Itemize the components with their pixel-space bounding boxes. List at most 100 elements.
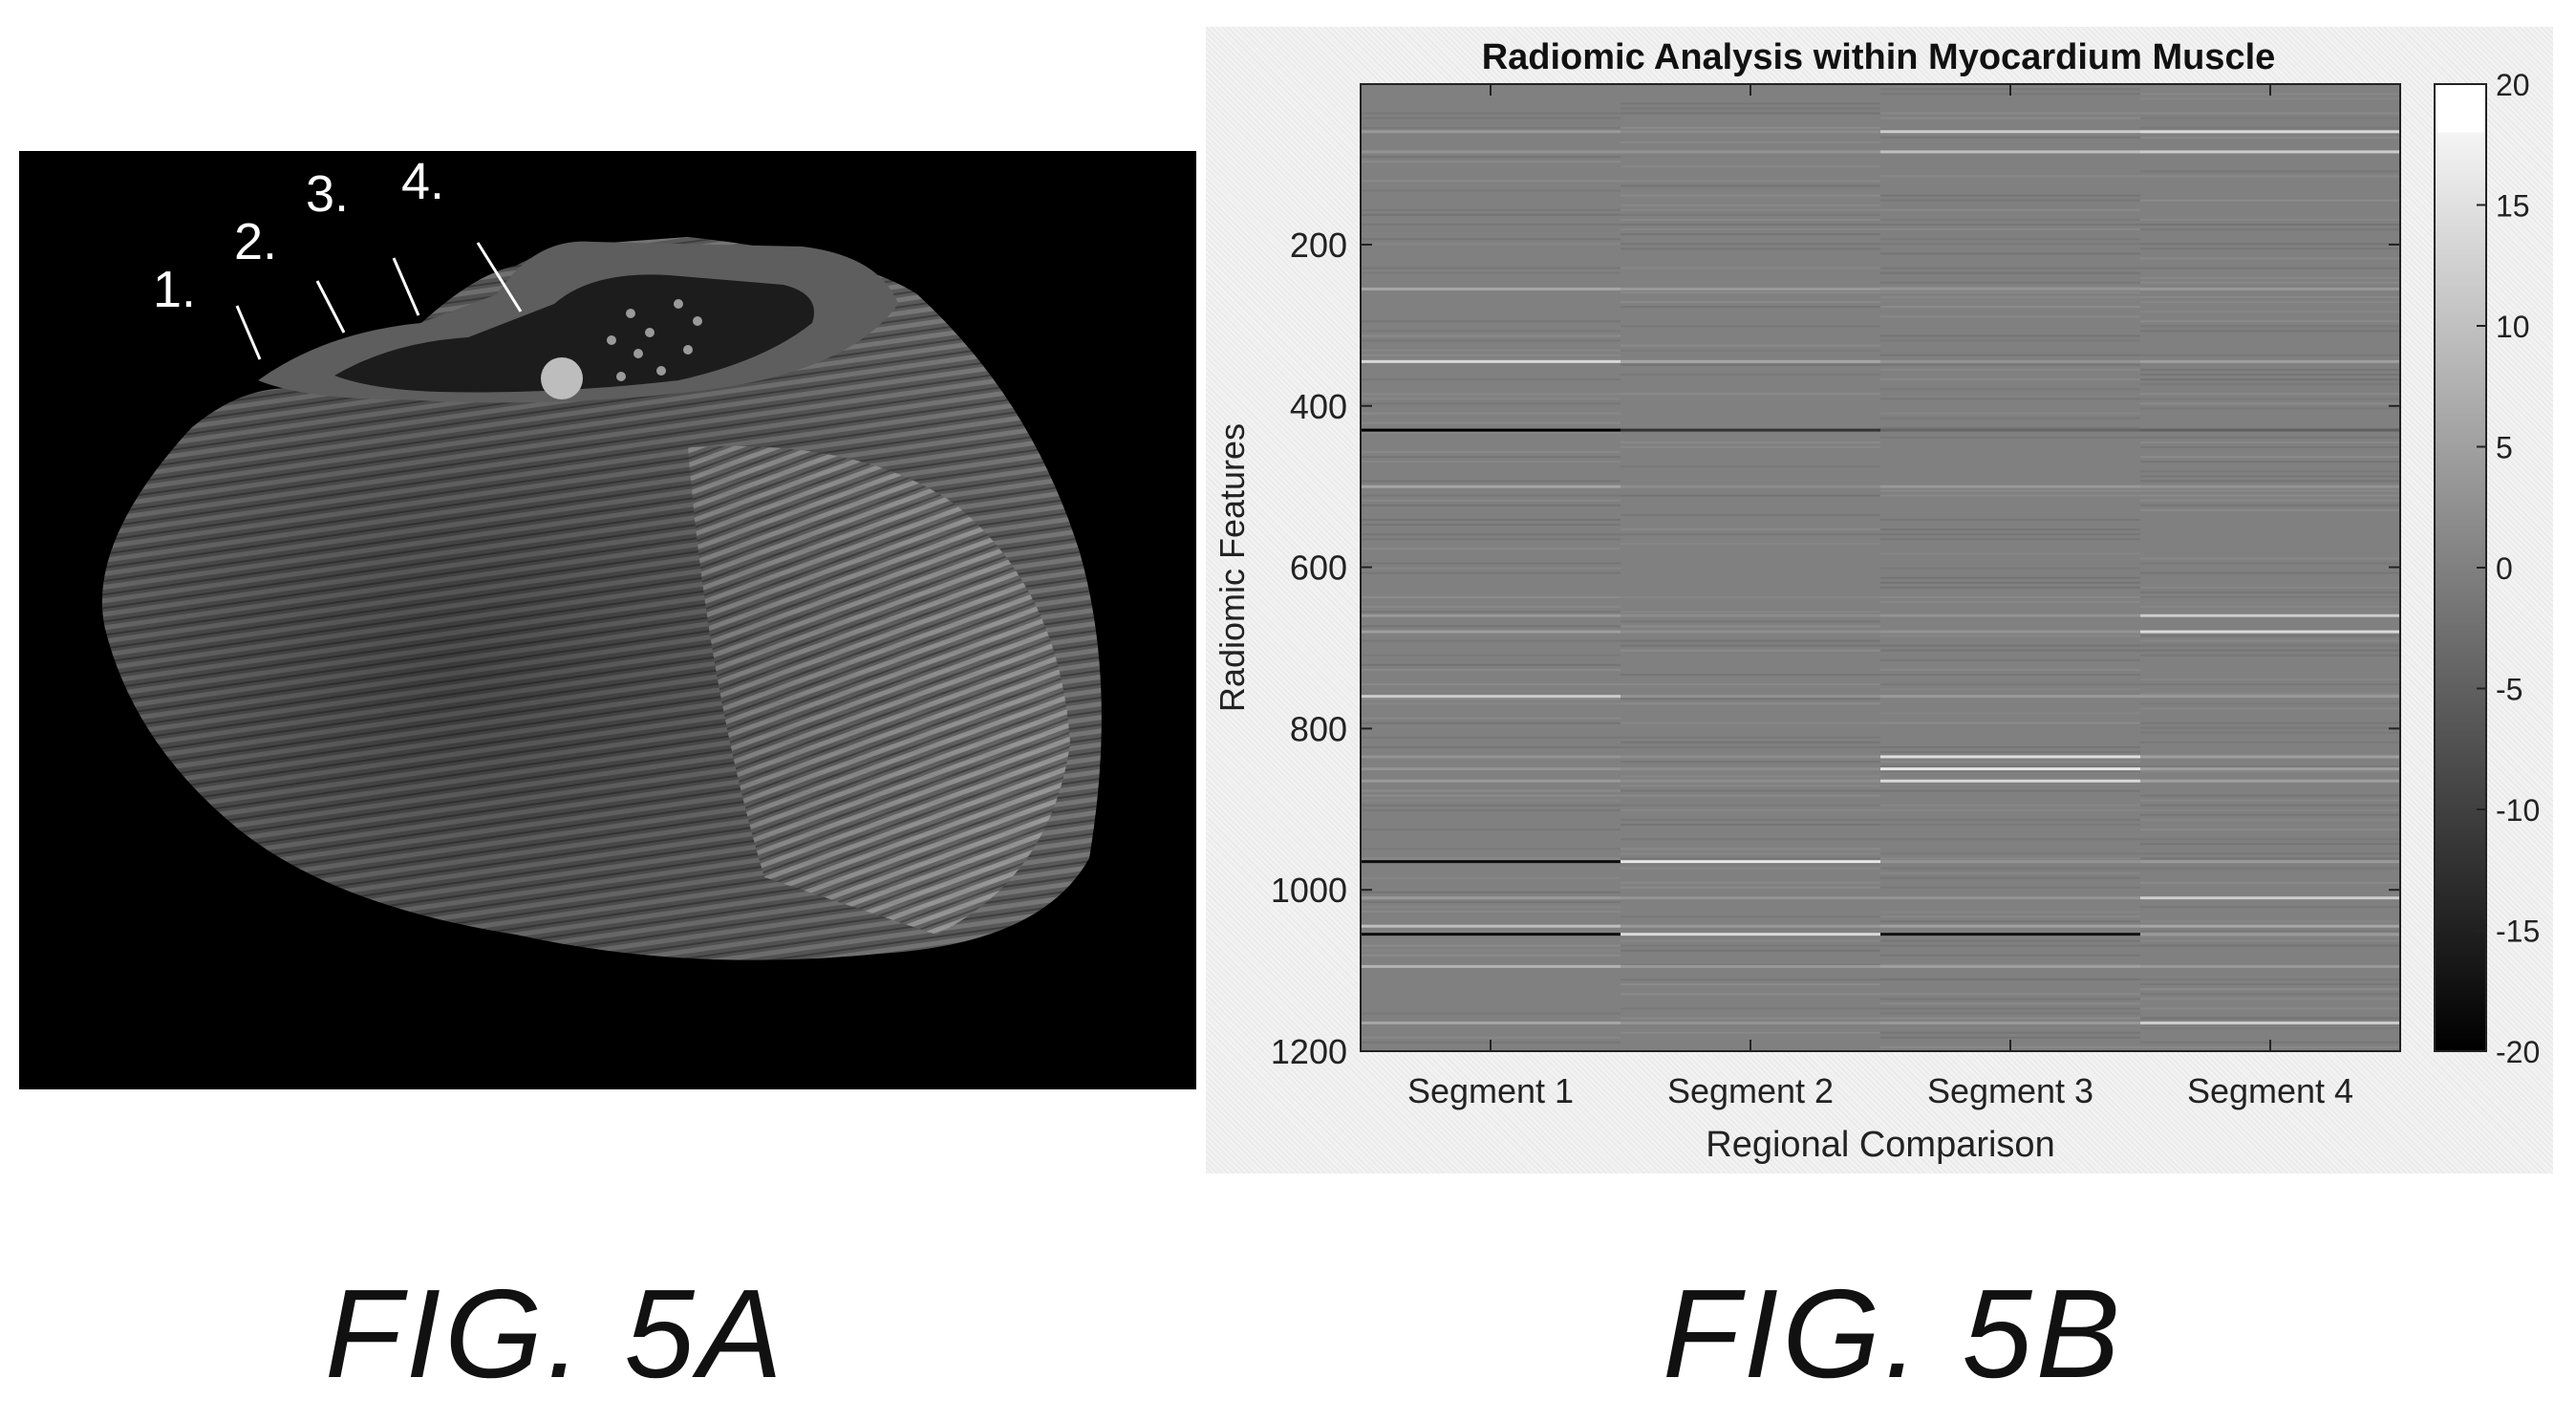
heatmap-cell	[1621, 1021, 1880, 1024]
heatmap-texture-row	[1621, 794, 1880, 797]
heatmap-texture-row	[2140, 979, 2400, 981]
heatmap-texture-row	[1880, 581, 2140, 584]
heatmap-texture-row	[1621, 165, 1880, 168]
heatmap-texture-row	[2140, 998, 2400, 1001]
heatmap-cell	[1621, 484, 1880, 488]
heatmap-texture-row	[1361, 1012, 1621, 1015]
heatmap-texture-row	[1361, 683, 1621, 686]
heatmap-texture-row	[1621, 838, 1880, 841]
heatmap-cell	[1880, 428, 2140, 432]
heatmap-texture-row	[2140, 867, 2400, 870]
heatmap-cell	[2140, 860, 2400, 864]
heatmap-texture-row	[2140, 281, 2400, 284]
heatmap-texture-row	[1361, 117, 1621, 119]
heatmap-cell	[1621, 130, 1880, 134]
heatmap-cell	[1361, 964, 1621, 968]
heatmap-texture-row	[1880, 243, 2140, 246]
heatmap-texture-row	[2140, 301, 2400, 304]
heatmap-cell	[1361, 630, 1621, 634]
heatmap-cell	[2140, 428, 2400, 432]
heatmap-cell	[1361, 428, 1621, 432]
heatmap-cell	[2140, 1021, 2400, 1024]
heatmap-texture-row	[1361, 911, 1621, 914]
heatmap-texture-row	[1621, 808, 1880, 811]
heatmap-texture-row	[1621, 857, 1880, 860]
y-axis-label: Radiomic Features	[1213, 423, 1252, 712]
heatmap-texture-row	[1880, 688, 2140, 691]
heatmap-texture-row	[1880, 683, 2140, 686]
heatmap-texture-row	[2140, 170, 2400, 173]
heatmap-texture-row	[1361, 606, 1621, 609]
heatmap-cell	[1361, 1021, 1621, 1024]
heatmap-texture-row	[1880, 1017, 2140, 1020]
heatmap-cell	[1361, 924, 1621, 928]
heatmap-cell	[1361, 860, 1621, 864]
heatmap-texture-row	[1880, 489, 2140, 492]
heatmap-texture-row	[2140, 595, 2400, 598]
heatmap-texture-row	[2140, 838, 2400, 841]
heatmap-texture-row	[1361, 901, 1621, 904]
heatmap-texture-row	[1880, 673, 2140, 676]
heatmap-texture-row	[1361, 663, 1621, 666]
heatmap-texture-row	[2140, 562, 2400, 565]
x-tick-label: Segment 2	[1667, 1071, 1834, 1110]
heatmap-texture-row	[1361, 378, 1621, 381]
heatmap-texture-row	[1361, 421, 1621, 424]
heatmap-texture-row	[2140, 654, 2400, 657]
heatmap-texture-row	[1880, 658, 2140, 661]
heatmap-texture-row	[1880, 872, 2140, 874]
chart-title: Radiomic Analysis within Myocardium Musc…	[1482, 37, 2276, 77]
heatmap-cell	[1621, 287, 1880, 291]
heatmap-texture-row	[1361, 451, 1621, 454]
heatmap-texture-row	[1880, 993, 2140, 996]
heatmap-texture-row	[1361, 238, 1621, 241]
colorbar-tick-label: 15	[2496, 189, 2530, 224]
heatmap-texture-row	[1621, 393, 1880, 396]
heatmap-cell	[1621, 614, 1880, 617]
heatmap-texture-row	[2140, 731, 2400, 734]
y-tick-label: 800	[1290, 709, 1347, 748]
heatmap-texture-row	[1621, 852, 1880, 855]
heatmap-texture-row	[1361, 639, 1621, 642]
heatmap-texture-row	[2140, 480, 2400, 483]
heatmap-texture-row	[1621, 228, 1880, 231]
heatmap-texture-row	[2140, 199, 2400, 202]
heatmap-texture-row	[2140, 741, 2400, 743]
heatmap-cell	[1621, 779, 1880, 783]
heatmap-texture-row	[1880, 915, 2140, 918]
heatmap-texture-row	[1880, 291, 2140, 293]
heatmap-texture-row	[1880, 567, 2140, 570]
heatmap-texture-row	[1880, 175, 2140, 178]
heatmap-texture-row	[2140, 794, 2400, 797]
heatmap-texture-row	[2140, 228, 2400, 231]
heatmap-texture-row	[1880, 1007, 2140, 1010]
heatmap-cell	[1361, 695, 1621, 699]
heatmap-texture-row	[1880, 1012, 2140, 1015]
heatmap-texture-row	[1880, 576, 2140, 579]
heatmap-texture-row	[1880, 315, 2140, 318]
x-axis-label: Regional Comparison	[1706, 1125, 2054, 1165]
heatmap-texture-row	[1621, 804, 1880, 807]
heatmap-texture-row	[1361, 156, 1621, 159]
heatmap-texture-row	[1880, 518, 2140, 521]
heatmap-cell	[1621, 924, 1880, 928]
heatmap-texture-row	[1361, 518, 1621, 521]
heatmap-texture-row	[1361, 412, 1621, 415]
heatmap-texture-row	[1621, 620, 1880, 623]
heatmap-texture-row	[1361, 524, 1621, 526]
heatmap-texture-row	[2140, 586, 2400, 589]
heatmap-cell	[2140, 695, 2400, 699]
heatmap-texture-row	[2140, 224, 2400, 226]
heatmap-cell	[1880, 150, 2140, 154]
heatmap-texture-row	[2140, 354, 2400, 356]
heatmap-texture-row	[1880, 267, 2140, 269]
heatmap-cell	[2140, 614, 2400, 617]
heatmap-texture-row	[1361, 180, 1621, 183]
heatmap-cell	[1621, 964, 1880, 968]
heatmap-texture-row	[1361, 330, 1621, 333]
heatmap-texture-row	[1361, 189, 1621, 192]
heatmap-texture-row	[1880, 668, 2140, 671]
heatmap-texture-row	[1880, 334, 2140, 337]
heatmap-texture-row	[2140, 1007, 2400, 1010]
